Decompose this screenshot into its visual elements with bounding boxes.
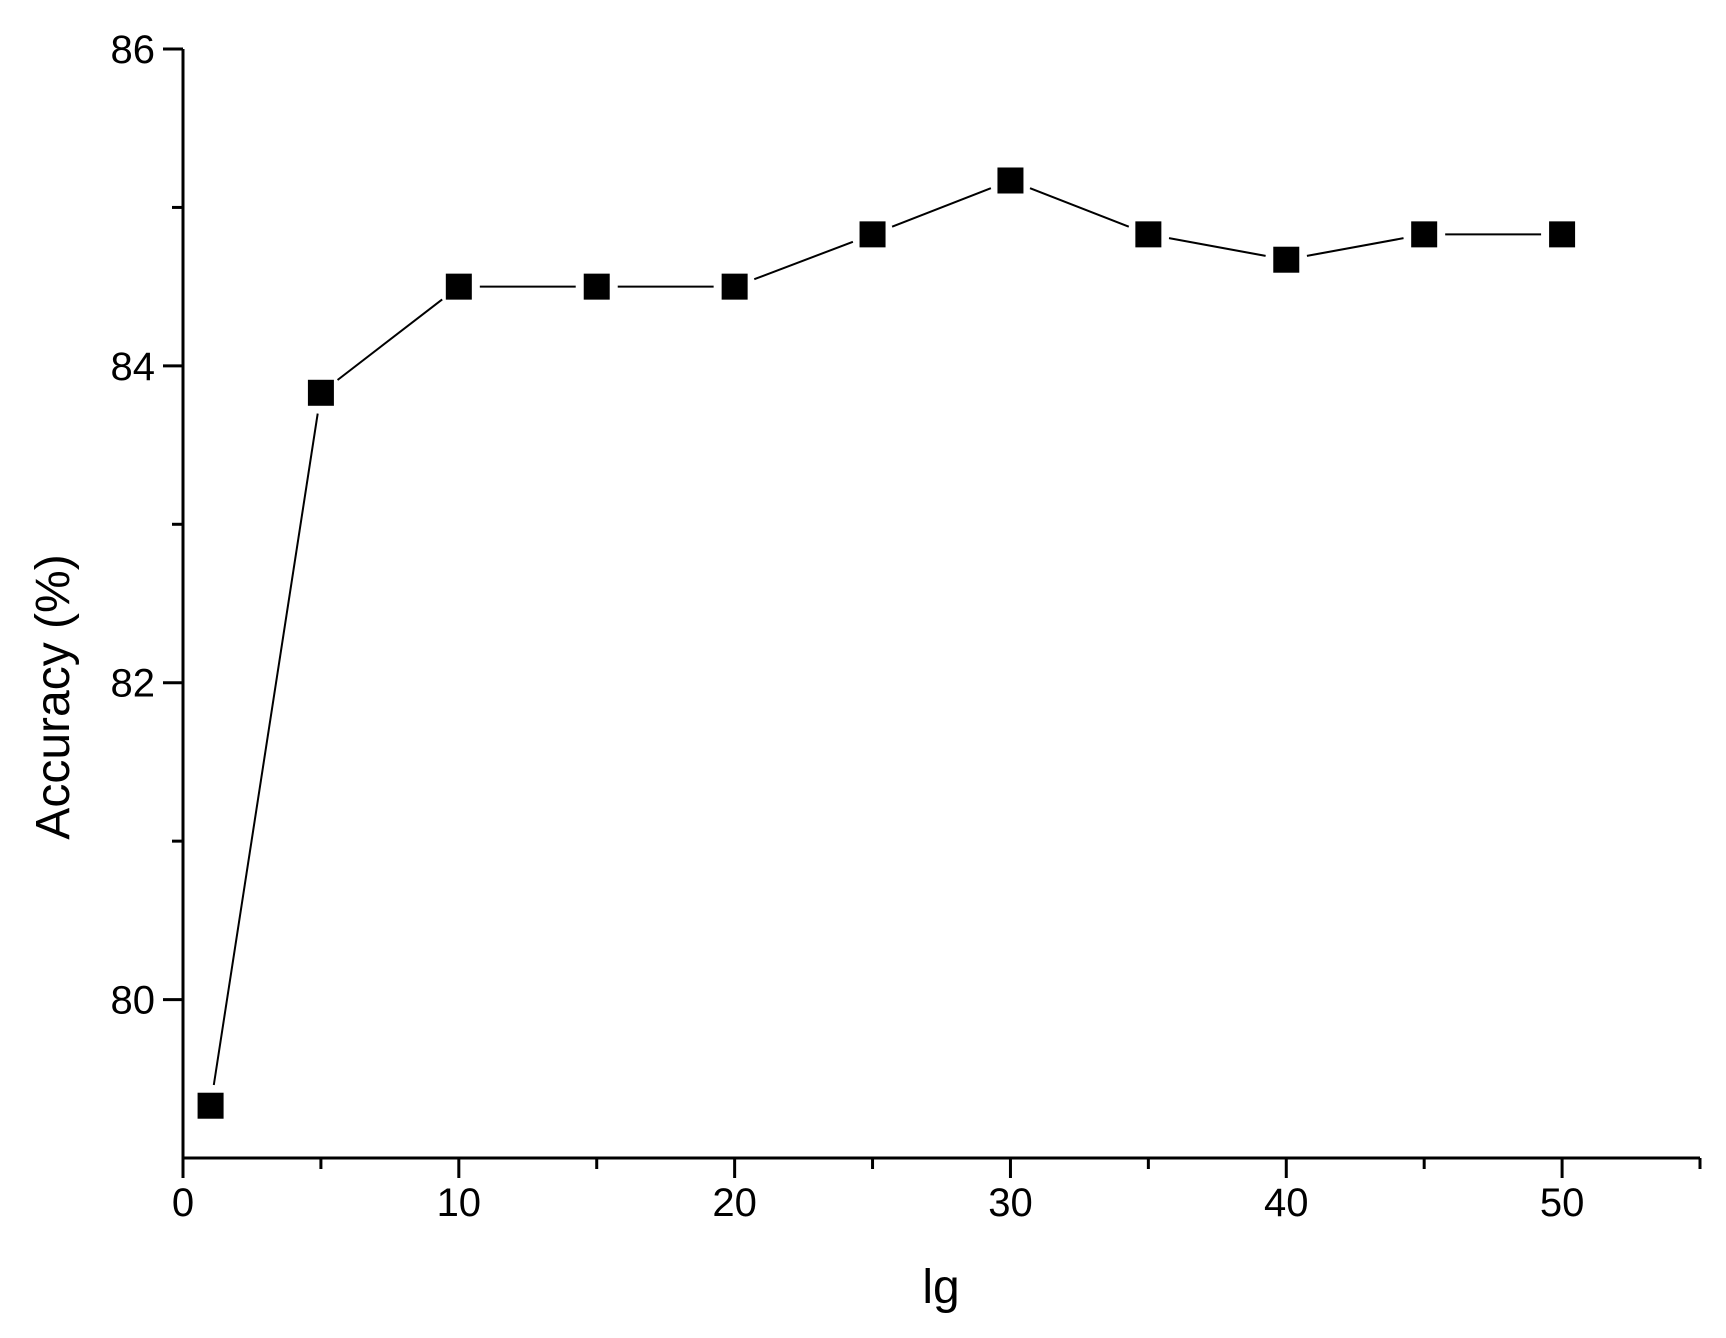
data-point-marker <box>1273 246 1300 273</box>
data-point-marker <box>1135 221 1162 248</box>
data-point-marker <box>997 167 1024 194</box>
series-line-segment <box>212 413 319 1086</box>
data-point-marker <box>307 379 334 406</box>
series-line-segment <box>1029 187 1130 228</box>
series-line-segment <box>1306 237 1404 257</box>
x-tick-label: 10 <box>437 1181 482 1225</box>
x-tick-label: 0 <box>172 1181 194 1225</box>
axes <box>181 49 1700 1160</box>
series-line-segment <box>891 187 992 228</box>
x-tick-label: 50 <box>1540 1181 1585 1225</box>
data-point-marker <box>721 273 748 300</box>
x-tick-label: 30 <box>988 1181 1033 1225</box>
x-axis-label: lg <box>922 1261 959 1314</box>
y-tick-label: 86 <box>111 28 156 72</box>
data-point-marker <box>1549 221 1576 248</box>
x-tick-label: 40 <box>1264 1181 1309 1225</box>
data-point-marker <box>445 273 472 300</box>
series-line-segment <box>336 298 443 381</box>
y-axis-label: Accuracy (%) <box>27 554 80 839</box>
ticks: 80 82 84 86 0 10 20 30 40 50 <box>111 28 1702 1225</box>
series-line-segment <box>1168 237 1266 257</box>
y-tick-label: 82 <box>111 662 156 706</box>
data-point-marker <box>859 221 886 248</box>
y-tick-label: 80 <box>111 979 156 1023</box>
series-line-segment <box>753 240 854 281</box>
data-point-marker <box>197 1092 224 1119</box>
data-point-marker <box>583 273 610 300</box>
data-point-marker <box>1411 221 1438 248</box>
y-tick-label: 84 <box>111 345 156 389</box>
series <box>197 167 1576 1119</box>
x-tick-label: 20 <box>712 1181 757 1225</box>
